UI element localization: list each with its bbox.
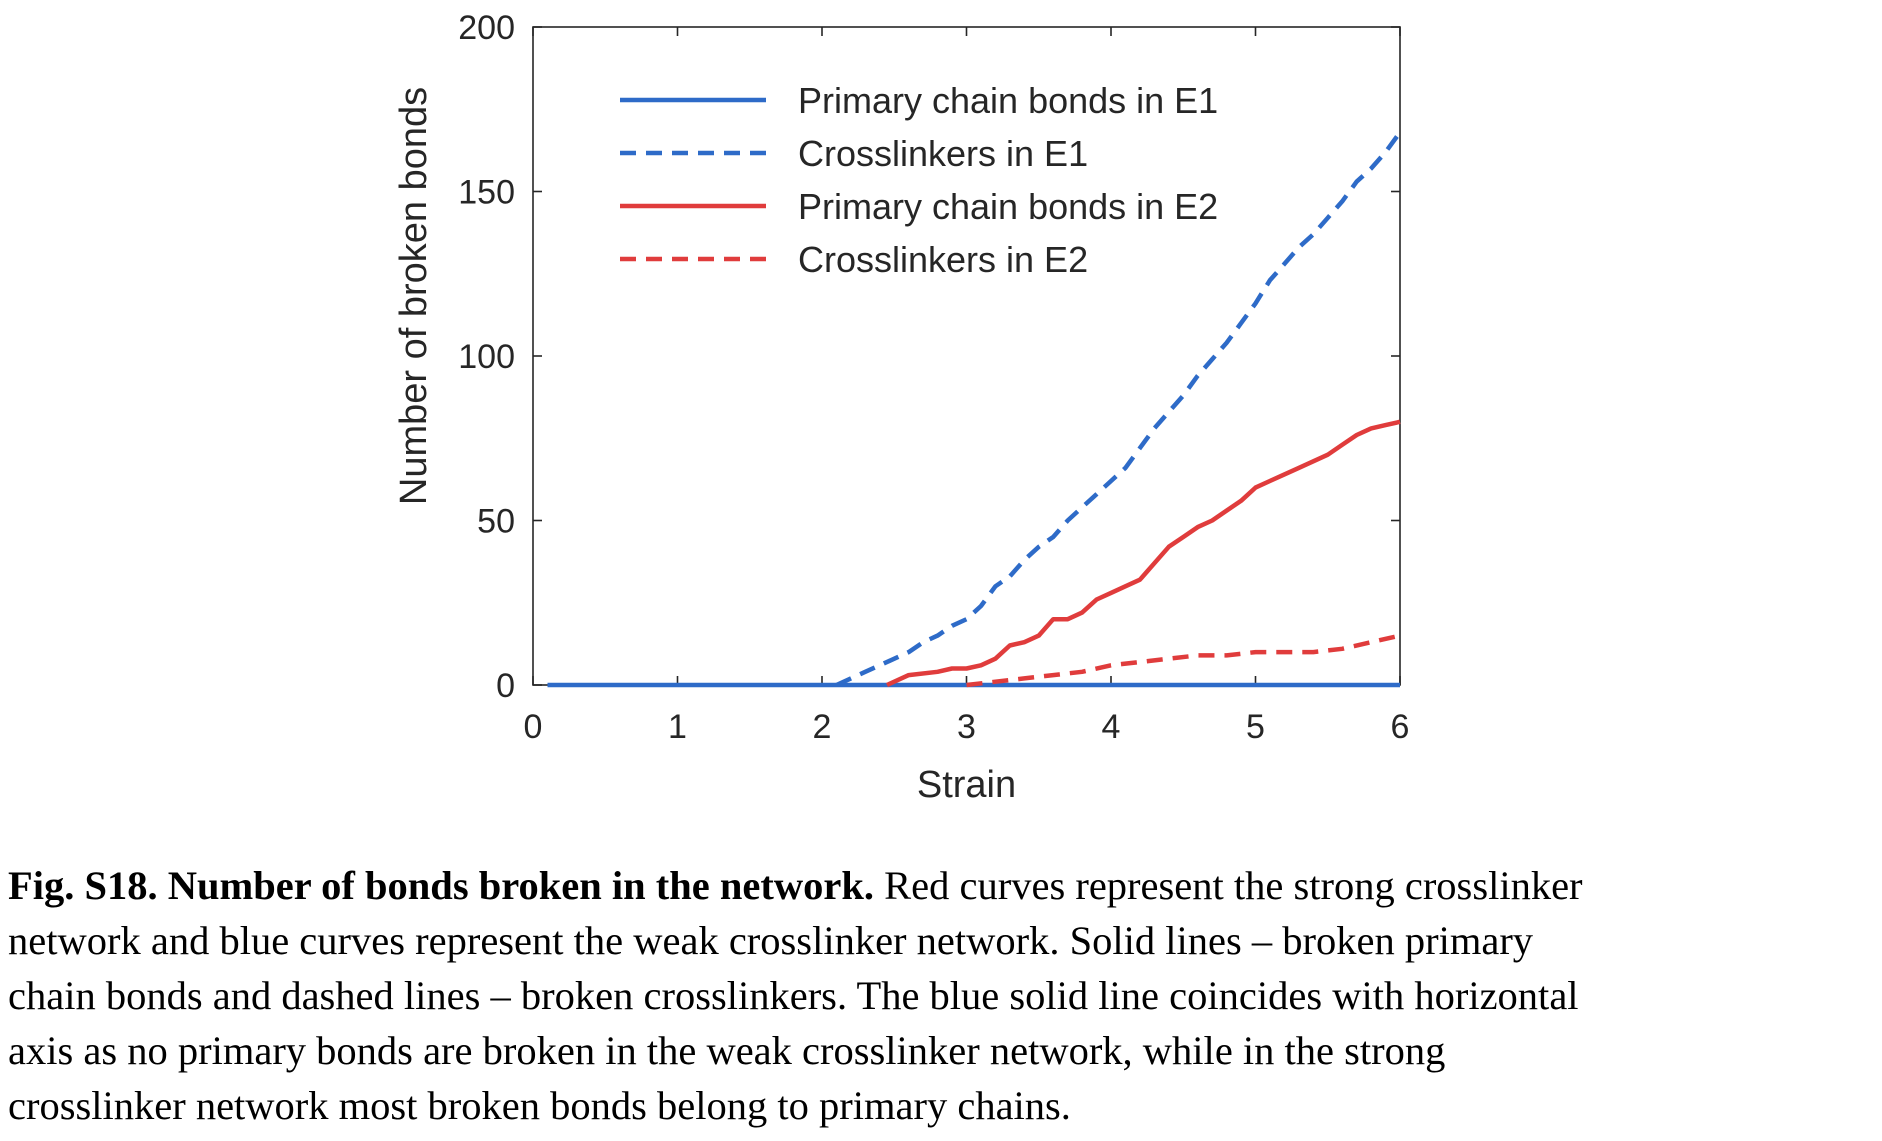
- caption-line-1: Fig. S18. Number of bonds broken in the …: [8, 858, 1874, 913]
- caption-line-3: chain bonds and dashed lines – broken cr…: [8, 973, 1579, 1018]
- y-tick-label: 0: [496, 667, 515, 705]
- series-line-4: [966, 633, 1401, 688]
- x-tick-label: 5: [1246, 708, 1265, 746]
- x-tick-label: 1: [668, 708, 687, 746]
- axes-frame: [532, 26, 1401, 686]
- axis-ticks: 0 1 2 3 4 5 6 0 50 100 150 200: [458, 9, 1409, 746]
- x-axis-label: Strain: [917, 764, 1016, 806]
- series-line-2: [835, 130, 1402, 688]
- y-tick-label: 50: [477, 503, 515, 541]
- y-axis-label: Number of broken bonds: [393, 87, 435, 505]
- caption-line-5: crosslinker network most broken bonds be…: [8, 1083, 1071, 1128]
- legend-label-2: Crosslinkers in E1: [798, 133, 1088, 174]
- caption-bold-lead: Fig. S18. Number of bonds broken in the …: [8, 863, 875, 908]
- legend: Primary chain bonds in E1 Crosslinkers in…: [620, 80, 1218, 280]
- y-tick-label: 150: [458, 174, 515, 212]
- x-tick-label: 3: [957, 708, 976, 746]
- legend-label-4: Crosslinkers in E2: [798, 239, 1088, 280]
- plot-series: [547, 130, 1402, 688]
- figure-caption: Fig. S18. Number of bonds broken in the …: [8, 858, 1874, 1133]
- x-tick-label: 0: [524, 708, 543, 746]
- legend-label-3: Primary chain bonds in E2: [798, 186, 1218, 227]
- line-chart: 0 1 2 3 4 5 6 0 50 100 150 200 Primary chain bonds …: [393, 9, 1409, 806]
- caption-line-1-text: Red curves represent the strong crosslin…: [874, 863, 1583, 908]
- y-tick-label: 200: [458, 9, 515, 47]
- legend-label-1: Primary chain bonds in E1: [798, 80, 1218, 121]
- caption-line-2: network and blue curves represent the we…: [8, 918, 1534, 963]
- x-tick-label: 2: [813, 708, 832, 746]
- plot-area: [532, 26, 1401, 686]
- x-tick-label: 4: [1102, 708, 1121, 746]
- x-tick-label: 6: [1391, 708, 1410, 746]
- y-tick-label: 100: [458, 338, 515, 376]
- series-line-3: [886, 419, 1401, 688]
- caption-line-4: axis as no primary bonds are broken in t…: [8, 1028, 1446, 1073]
